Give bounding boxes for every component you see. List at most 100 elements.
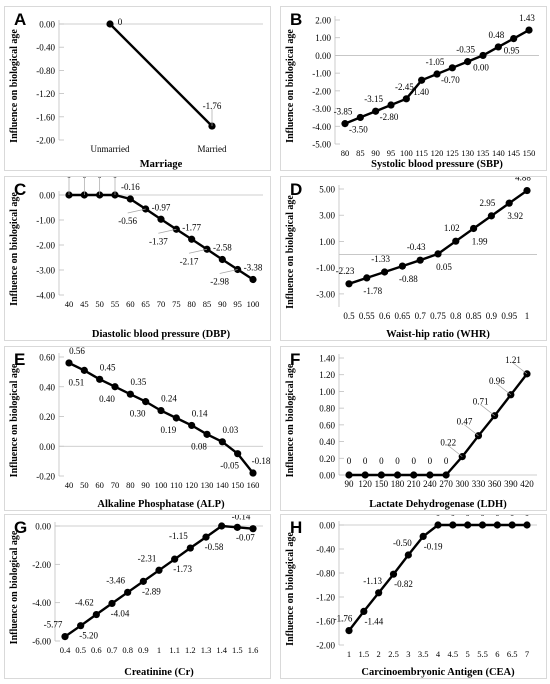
x-axis-title: Creatinine (Cr) [124,667,194,678]
data-point [234,450,242,458]
panel-f: F 1.40 1.20 1.00 0.80 0.60 0.40 0.20 0.00 90 120 1… [280,346,547,511]
data-point [218,255,226,264]
x-axis-title: Carcinoembryonic Antigen (CEA) [361,667,515,678]
x-tick-label: 110 [170,480,182,490]
panel-d: D 5.00 3.00 1.00 -1.00 -3.00 0.5 0.55 0.6 0.65 0.… [280,176,547,341]
y-tick-label: -2.00 [32,560,51,570]
label-leader [496,383,512,396]
x-tick-label: 0.6 [379,311,391,321]
data-point [402,95,410,103]
x-tick-label: 95 [233,299,242,309]
data-label: 0 [118,17,123,27]
data-label: -2.89 [142,586,161,596]
data-label: -2.98 [210,277,229,287]
y-tick-label: 1.00 [319,387,335,397]
x-tick-label: Unmarried [91,144,130,154]
x-tick-label: 140 [216,480,229,490]
label-leader [464,424,479,436]
data-point [464,58,472,66]
data-label: -2.31 [138,553,157,563]
data-point [188,235,196,243]
x-tick-label: 150 [523,148,536,158]
x-tick-label: 6 [495,649,499,659]
y-tick-label: 5.00 [319,185,335,195]
chart-g: 0.00 -2.00 -4.00 -6.00 0.4 0.5 0.6 0.7 0.8 0.9 1 1.… [9,515,263,678]
data-point [345,471,353,479]
x-tick-label: 0.5 [343,311,355,321]
x-tick-label: 5 [466,649,470,659]
data-point [381,268,389,276]
series-line [64,524,254,638]
y-tick-label: 1.00 [315,33,331,43]
x-tick-label: 80 [187,299,196,309]
data-point [419,532,427,540]
x-tick-label: 1 [525,311,530,321]
x-tick-label: 1 [347,649,351,659]
data-label: -3.38 [244,263,263,273]
x-tick-label: 2.5 [388,649,399,659]
x-tick-label: 50 [95,299,104,309]
data-label: 1.43 [519,13,535,23]
y-tick-label: -0.80 [316,569,335,579]
data-label: -4.04 [111,608,130,618]
data-label: -0.16 [121,182,140,192]
data-point [387,101,395,109]
data-label: -0.07 [236,532,255,542]
x-tick-label: 60 [126,299,135,309]
data-label: 0.14 [192,408,208,418]
x-tick-label: 0.85 [466,311,482,321]
panel-letter: F [290,350,301,369]
data-point [360,607,368,615]
data-label: -1.78 [363,286,382,296]
data-label: 1.02 [444,223,460,233]
data-point [126,390,134,398]
panel-h: H 0.00 -0.40 -0.80 -1.20 -1.60 -2.00 1 1.5 2 2.5 3… [280,514,547,679]
y-tick-label: -4.00 [36,291,55,301]
data-label: 0 [480,515,485,518]
x-tick-label: 330 [472,479,486,489]
x-tick-label: 120 [358,479,372,489]
data-point [188,421,196,430]
x-tick-label: 1.5 [359,649,370,659]
y-axis-title: Influence on biological age [9,530,20,644]
x-tick-label: 135 [477,148,490,158]
data-label: 0.35 [130,377,146,387]
data-point [478,521,487,529]
panel-a: A 0.00 -0.40 -0.80 -1.20 -1.60 -2.00 Unmarried… [4,6,271,171]
y-tick-label: -0.40 [36,43,55,53]
y-tick-label: -1.20 [36,89,55,99]
panel-letter: G [14,518,28,537]
x-tick-label: 85 [203,299,212,309]
x-tick-label: 0.65 [395,311,411,321]
data-point [398,262,406,270]
label-leader [127,208,146,214]
y-tick-label: 0.20 [39,412,55,422]
data-label: -1.40 [410,87,429,97]
y-tick-label: 0.40 [319,437,335,447]
data-label: 0.56 [69,347,85,356]
data-point [442,471,450,479]
data-label: 1.99 [472,236,488,246]
data-label: -4.62 [75,598,94,608]
data-point [418,76,426,84]
data-label: -2.58 [213,243,232,253]
data-label: 0.51 [68,377,84,387]
y-tick-label: -6.00 [32,637,51,647]
y-tick-label: 0.00 [319,471,335,481]
x-tick-label: 150 [375,479,389,489]
y-tick-label: 0.40 [39,382,55,392]
y-tick-label: 0.00 [39,442,55,452]
chart-f: 1.40 1.20 1.00 0.80 0.60 0.40 0.20 0.00 90 120 150… [285,354,537,510]
y-tick-label: -1.20 [316,593,335,603]
y-axis-title: Influence on biological age [285,195,296,309]
data-point [448,64,456,72]
data-label: 0.00 [473,62,489,72]
data-label: 0.19 [160,425,176,435]
series-line [109,23,213,127]
data-point [96,375,104,383]
data-point [111,383,119,391]
x-axis-title: Waist-hip ratio (WHR) [386,329,490,340]
data-label: 2.95 [480,198,496,208]
x-tick-label: 7 [525,649,529,659]
